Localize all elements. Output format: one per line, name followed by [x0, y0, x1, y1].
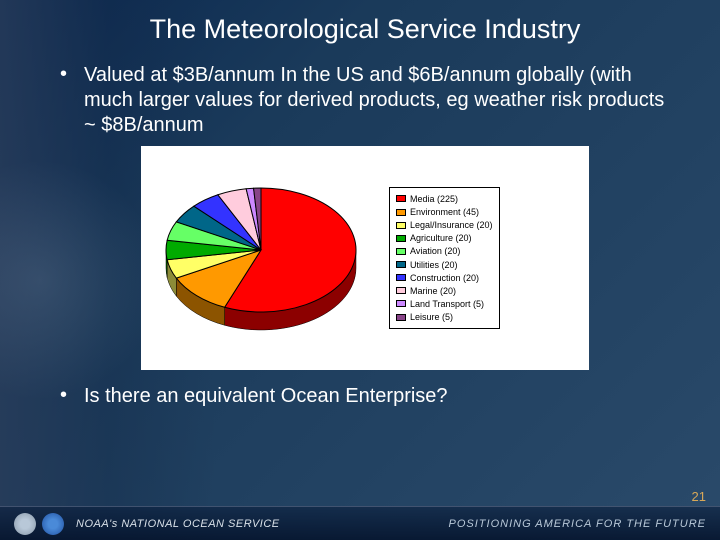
- legend-swatch-icon: [396, 235, 406, 242]
- legend-item: Construction (20): [396, 272, 493, 284]
- legend-label: Construction (20): [410, 272, 479, 284]
- legend-item: Environment (45): [396, 206, 493, 218]
- footer-left-text: NOAA's NATIONAL OCEAN SERVICE: [76, 518, 280, 530]
- legend-item: Aviation (20): [396, 245, 493, 257]
- legend-label: Land Transport (5): [410, 298, 484, 310]
- legend-swatch-icon: [396, 248, 406, 255]
- legend-label: Media (225): [410, 193, 458, 205]
- legend-item: Media (225): [396, 193, 493, 205]
- pie-chart-container: Media (225)Environment (45)Legal/Insuran…: [141, 146, 589, 370]
- bullet-2-text: Is there an equivalent Ocean Enterprise?: [84, 384, 448, 409]
- legend-swatch-icon: [396, 314, 406, 321]
- legend-item: Land Transport (5): [396, 298, 493, 310]
- bullet-1-text: Valued at $3B/annum In the US and $6B/an…: [84, 63, 670, 138]
- legend-swatch-icon: [396, 222, 406, 229]
- slide-content: The Meteorological Service Industry • Va…: [0, 0, 720, 540]
- legend-label: Leisure (5): [410, 311, 453, 323]
- legend-item: Leisure (5): [396, 311, 493, 323]
- bullet-marker: •: [60, 384, 84, 407]
- footer-bar: NOAA's NATIONAL OCEAN SERVICE POSITIONIN…: [0, 506, 720, 540]
- legend-label: Legal/Insurance (20): [410, 219, 493, 231]
- legend-item: Legal/Insurance (20): [396, 219, 493, 231]
- page-number: 21: [692, 489, 706, 504]
- noaa-logo-icon: [42, 513, 64, 535]
- legend-swatch-icon: [396, 195, 406, 202]
- legend-swatch-icon: [396, 287, 406, 294]
- chart-legend: Media (225)Environment (45)Legal/Insuran…: [389, 187, 500, 329]
- legend-label: Utilities (20): [410, 259, 458, 271]
- legend-label: Agriculture (20): [410, 232, 472, 244]
- bullet-2: • Is there an equivalent Ocean Enterpris…: [60, 384, 670, 409]
- page-title: The Meteorological Service Industry: [60, 14, 670, 45]
- legend-label: Environment (45): [410, 206, 479, 218]
- legend-item: Marine (20): [396, 285, 493, 297]
- legend-item: Utilities (20): [396, 259, 493, 271]
- legend-swatch-icon: [396, 209, 406, 216]
- legend-swatch-icon: [396, 261, 406, 268]
- footer-right-text: POSITIONING AMERICA FOR THE FUTURE: [449, 518, 706, 530]
- legend-label: Aviation (20): [410, 245, 460, 257]
- bullet-1: • Valued at $3B/annum In the US and $6B/…: [60, 63, 670, 138]
- bullet-marker: •: [60, 63, 84, 86]
- legend-label: Marine (20): [410, 285, 456, 297]
- legend-item: Agriculture (20): [396, 232, 493, 244]
- legend-swatch-icon: [396, 300, 406, 307]
- dept-commerce-logo-icon: [14, 513, 36, 535]
- pie-chart: [151, 158, 371, 358]
- legend-swatch-icon: [396, 274, 406, 281]
